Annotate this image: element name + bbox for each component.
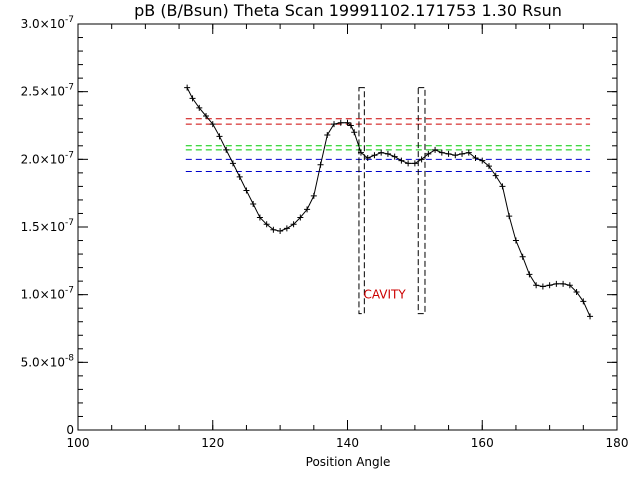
data-point (506, 213, 513, 220)
data-point (573, 288, 580, 295)
data-point (546, 282, 553, 289)
data-point (512, 237, 519, 244)
data-point (364, 154, 371, 161)
data-point (553, 280, 560, 287)
data-point (196, 104, 203, 111)
y-tick-label: 0 (66, 423, 74, 437)
data-point (391, 153, 398, 160)
data-point (347, 122, 354, 129)
data-point (566, 282, 573, 289)
x-tick-label: 140 (336, 436, 359, 450)
data-point (344, 119, 351, 126)
chart-title: pB (B/Bsun) Theta Scan 19991102.171753 1… (134, 1, 562, 20)
cavity-box (358, 87, 365, 315)
data-point (411, 160, 418, 167)
y-tick-label: 3.0×10-7 (21, 15, 74, 31)
data-point (189, 95, 196, 102)
data-point (277, 228, 284, 235)
x-tick-label: 100 (67, 436, 90, 450)
data-point (533, 282, 540, 289)
data-point (519, 253, 526, 260)
data-point (337, 119, 344, 126)
x-axis-label: Position Angle (306, 455, 391, 469)
x-tick-label: 180 (606, 436, 629, 450)
data-point (560, 280, 567, 287)
x-tick-label: 160 (471, 436, 494, 450)
data-point (223, 146, 230, 153)
data-point (405, 160, 412, 167)
y-tick-label: 2.0×10-7 (21, 150, 74, 166)
data-point (479, 157, 486, 164)
data-point (499, 183, 506, 190)
data-point (351, 129, 358, 136)
data-point (283, 225, 290, 232)
data-point (485, 163, 492, 170)
data-point (243, 187, 250, 194)
data-point (580, 298, 587, 305)
y-tick-label: 1.5×10-7 (21, 218, 74, 234)
data-point (236, 173, 243, 180)
cavity-annotation: CAVITY (363, 288, 406, 302)
y-tick-label: 1.0×10-7 (21, 286, 74, 302)
data-point (384, 150, 391, 157)
data-point (256, 214, 263, 221)
data-point (492, 172, 499, 179)
data-point (465, 149, 472, 156)
data-point (425, 150, 432, 157)
data-point (398, 157, 405, 164)
data-point (297, 214, 304, 221)
data-point (216, 133, 223, 140)
data-point (587, 313, 594, 320)
data-point (250, 200, 257, 207)
data-point (229, 160, 236, 167)
data-point (263, 221, 270, 228)
data-point (452, 152, 459, 159)
data-point (270, 226, 277, 233)
data-point (371, 152, 378, 159)
plot-area: 100 120 140 160 180 0 5.0×10-8 1.0×10-7 1.5×10-7… (21, 15, 629, 450)
data-point (526, 271, 533, 278)
cavity-box (417, 87, 426, 315)
data-point (472, 154, 479, 161)
data-point (459, 150, 466, 157)
data-point (357, 149, 364, 156)
series-line (186, 87, 591, 317)
data-point (317, 161, 324, 168)
y-tick-label: 5.0×10-8 (21, 353, 75, 369)
data-point (331, 121, 338, 128)
data-point (203, 113, 210, 120)
data-point (432, 146, 439, 153)
data-point (438, 149, 445, 156)
data-point (310, 192, 317, 199)
data-point (378, 149, 385, 156)
data-point (304, 206, 311, 213)
y-tick-label: 2.5×10-7 (21, 83, 74, 99)
data-point (184, 84, 191, 91)
data-point (418, 156, 425, 163)
data-point (209, 121, 216, 128)
x-tick-label: 120 (201, 436, 224, 450)
data-point (539, 283, 546, 290)
data-point (290, 221, 297, 228)
data-point (445, 150, 452, 157)
plot-frame (77, 23, 618, 431)
data-point (324, 131, 331, 138)
